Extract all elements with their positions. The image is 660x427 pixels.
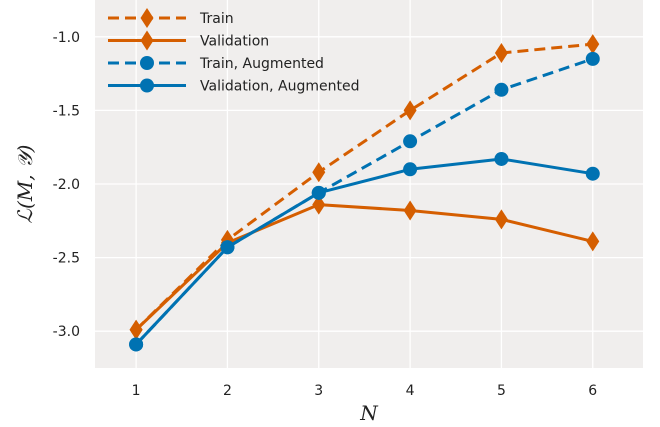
legend: Train Validation Train, Augmented Validatio… (108, 8, 359, 95)
data-point (494, 209, 508, 230)
legend-marker (140, 8, 154, 28)
legend-entry: Train (108, 8, 234, 28)
gridlines (95, 0, 643, 368)
data-point (403, 162, 418, 177)
data-point (129, 319, 143, 340)
legend-marker (140, 30, 154, 51)
y-tick-label: -3.0 (53, 324, 80, 340)
y-tick-label: -2.0 (53, 177, 80, 193)
y-tick-label: -2.5 (53, 251, 80, 267)
y-axis-label: ℒ(M, 𝒴) (13, 145, 37, 224)
y-tick-label: -1.0 (53, 30, 80, 46)
x-tick-label: 3 (314, 383, 323, 399)
x-tick-label: 4 (406, 383, 415, 399)
data-point (129, 337, 144, 352)
x-tick-label: 6 (588, 383, 597, 399)
data-point (312, 194, 326, 215)
y-tick-label: -1.5 (53, 103, 80, 119)
data-point (403, 134, 418, 149)
series-line (135, 42, 593, 331)
data-point (311, 185, 326, 200)
legend-entry: Validation (108, 30, 269, 51)
data-point (403, 200, 417, 221)
series-line (135, 203, 594, 331)
data-point (494, 82, 509, 97)
x-axis-label: N (359, 401, 379, 425)
data-point (220, 240, 235, 255)
legend-label: Train, Augmented (199, 56, 324, 72)
data-point (586, 231, 600, 252)
series-line (135, 157, 594, 346)
series-group (129, 34, 600, 352)
data-point (585, 51, 600, 66)
data-point (586, 34, 600, 55)
legend-label: Train (199, 11, 234, 27)
x-tick-label: 1 (132, 383, 141, 399)
legend-marker (140, 56, 154, 70)
y-tick-labels: -3.0 -2.5 -2.0 -1.5 -1.0 (53, 30, 80, 340)
data-point (403, 100, 417, 121)
x-tick-label: 5 (497, 383, 506, 399)
data-point (494, 42, 508, 63)
series (129, 151, 600, 352)
legend-entry: Validation, Augmented (108, 78, 359, 95)
data-point (312, 162, 326, 183)
x-tick-label: 2 (223, 383, 232, 399)
legend-label: Validation (200, 34, 269, 50)
legend-entry: Train, Augmented (108, 56, 324, 72)
legend-marker (140, 78, 154, 93)
data-point (494, 151, 509, 166)
x-tick-labels: 1 2 3 4 5 6 (132, 383, 598, 399)
legend-label: Validation, Augmented (200, 79, 359, 95)
data-point (585, 166, 600, 181)
